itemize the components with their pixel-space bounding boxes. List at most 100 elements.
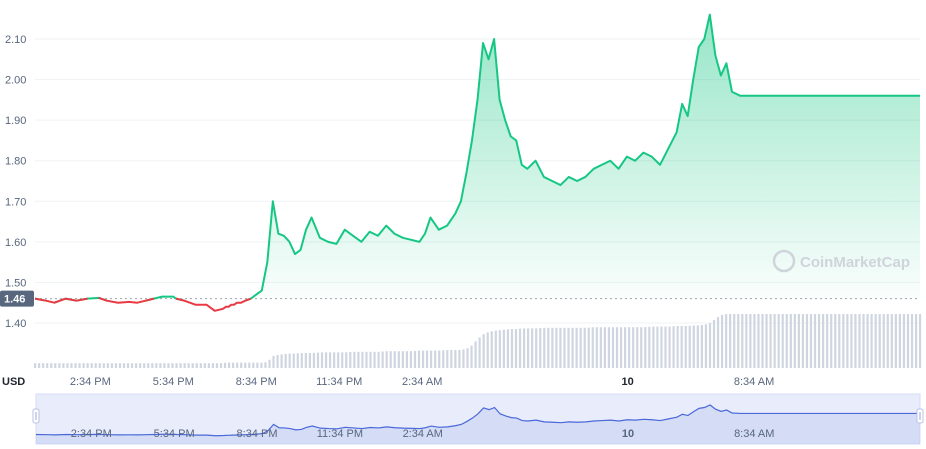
volume-bar: [240, 362, 243, 368]
volume-bar: [389, 351, 392, 368]
volume-bar: [227, 362, 231, 368]
volume-bar: [672, 326, 675, 368]
volume-bar: [910, 314, 914, 368]
volume-bar: [680, 326, 683, 368]
volume-bar: [676, 326, 679, 368]
volume-bar: [58, 363, 61, 368]
volume-bar: [603, 327, 606, 368]
volume-bar: [353, 351, 356, 368]
volume-bar: [199, 363, 202, 368]
volume-bar: [777, 314, 780, 368]
volume-bar: [579, 327, 582, 368]
volume-bar: [773, 314, 776, 368]
navigator-tick-label: 2:34 PM: [71, 428, 112, 440]
volume-bar: [446, 350, 449, 368]
volume-bar: [494, 330, 497, 368]
volume-bar: [640, 327, 643, 368]
volume-bar: [139, 363, 142, 368]
volume-bar: [741, 314, 744, 368]
navigator-tick-label: 10: [622, 428, 634, 440]
volume-bar: [434, 350, 437, 368]
open-value-label: 1.46: [4, 294, 25, 306]
volume-bar: [50, 363, 53, 368]
volume-bar: [725, 314, 728, 368]
volume-bar: [886, 314, 889, 368]
volume-bar: [628, 327, 631, 368]
volume-bar: [70, 363, 73, 368]
volume-bar: [130, 363, 134, 368]
volume-bar: [575, 327, 578, 368]
volume-bar: [801, 314, 805, 368]
volume-bar: [789, 314, 792, 368]
volume-bar: [720, 314, 724, 368]
volume-bar: [62, 363, 65, 368]
y-tick-label: 1.60: [5, 237, 26, 249]
volume-bar: [365, 351, 368, 368]
volume-bar: [341, 352, 344, 368]
volume-bar: [757, 314, 760, 368]
volume-bar: [219, 363, 223, 368]
volume-bar: [42, 363, 45, 368]
volume-bar: [797, 314, 800, 368]
volume-bar: [636, 327, 639, 368]
y-tick-label: 1.90: [5, 115, 26, 127]
volume-bar: [195, 363, 198, 368]
open-value-badge-bg: [0, 290, 34, 307]
volume-bar: [284, 354, 287, 368]
volume-bar: [248, 362, 251, 368]
volume-bar: [401, 351, 404, 368]
navigator-right-handle[interactable]: [916, 408, 924, 424]
volume-bar: [417, 350, 421, 368]
volume-bar: [708, 322, 712, 368]
y-tick-label: 2.00: [5, 75, 26, 87]
volume-bar: [632, 327, 635, 368]
volume-bar: [268, 359, 271, 368]
x-tick-label: 8:34 PM: [236, 376, 277, 388]
volume-bar: [729, 314, 732, 368]
volume-bar: [300, 353, 303, 368]
volume-bar: [571, 327, 574, 368]
volume-bar: [648, 326, 651, 368]
volume-bar: [862, 314, 865, 368]
volume-bar: [458, 350, 461, 368]
y-tick-label: 1.70: [5, 196, 26, 208]
x-tick-label: 10: [622, 376, 634, 388]
volume-bar: [203, 363, 206, 368]
volume-bar: [559, 327, 562, 368]
currency-label: USD: [2, 376, 25, 388]
volume-bar: [486, 332, 489, 368]
volume-bar: [324, 352, 328, 368]
volume-bar: [110, 363, 113, 368]
volume-bar: [143, 363, 146, 368]
volume-bar: [664, 326, 667, 368]
volume-bar: [919, 314, 922, 368]
navigator-tick-label: 2:34 AM: [403, 428, 443, 440]
volume-bar: [98, 363, 101, 368]
volume-bar: [822, 314, 825, 368]
volume-bar: [397, 351, 400, 368]
volume-bar: [611, 327, 615, 368]
volume-bar: [587, 327, 590, 368]
navigator-left-handle[interactable]: [32, 408, 40, 424]
volume-bar: [308, 353, 311, 368]
volume-bar: [54, 363, 57, 368]
volume-bar: [539, 328, 542, 368]
volume-bar: [591, 327, 594, 368]
volume-bar: [438, 350, 441, 368]
x-tick-label: 8:34 AM: [734, 376, 774, 388]
volume-bar: [413, 350, 417, 368]
volume-bar: [430, 350, 433, 368]
volume-bar: [252, 362, 255, 368]
volume-bar: [882, 314, 885, 368]
volume-bar: [696, 325, 699, 368]
volume-bar: [551, 327, 554, 368]
volume-bar: [211, 363, 215, 368]
volume-bar: [555, 327, 558, 368]
volume-bar: [563, 327, 566, 368]
navigator-line: [35, 404, 920, 437]
navigator-window[interactable]: [35, 393, 921, 445]
volume-bar: [850, 314, 853, 368]
navigator[interactable]: 2:34 PM 5:34 PM 8:34 PM 11:34 PM 2:34 AM 10 8:…: [32, 393, 924, 445]
